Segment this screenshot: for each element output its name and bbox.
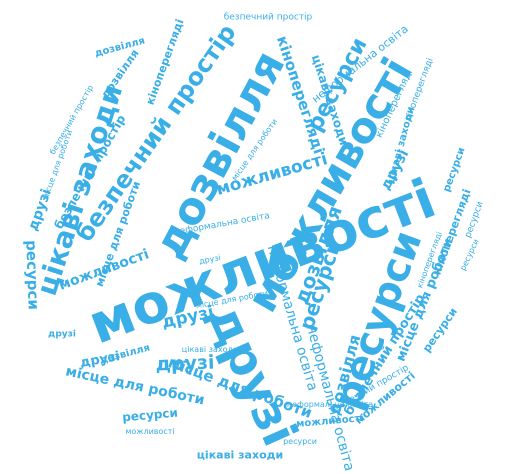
word: ресурси bbox=[121, 405, 179, 425]
word: ресурси bbox=[22, 239, 43, 311]
word: ресурси bbox=[283, 437, 317, 446]
word: друзі bbox=[48, 329, 76, 340]
word: цікаві заходи bbox=[181, 345, 239, 354]
word: можливості bbox=[125, 427, 175, 436]
word: неформальна освіта bbox=[286, 400, 374, 409]
word: друзі bbox=[78, 349, 122, 371]
word: цікаві заходи bbox=[196, 448, 284, 462]
word: безпечний простір bbox=[223, 12, 313, 23]
word: ресурси bbox=[458, 237, 481, 273]
word: ресурси bbox=[441, 146, 468, 194]
